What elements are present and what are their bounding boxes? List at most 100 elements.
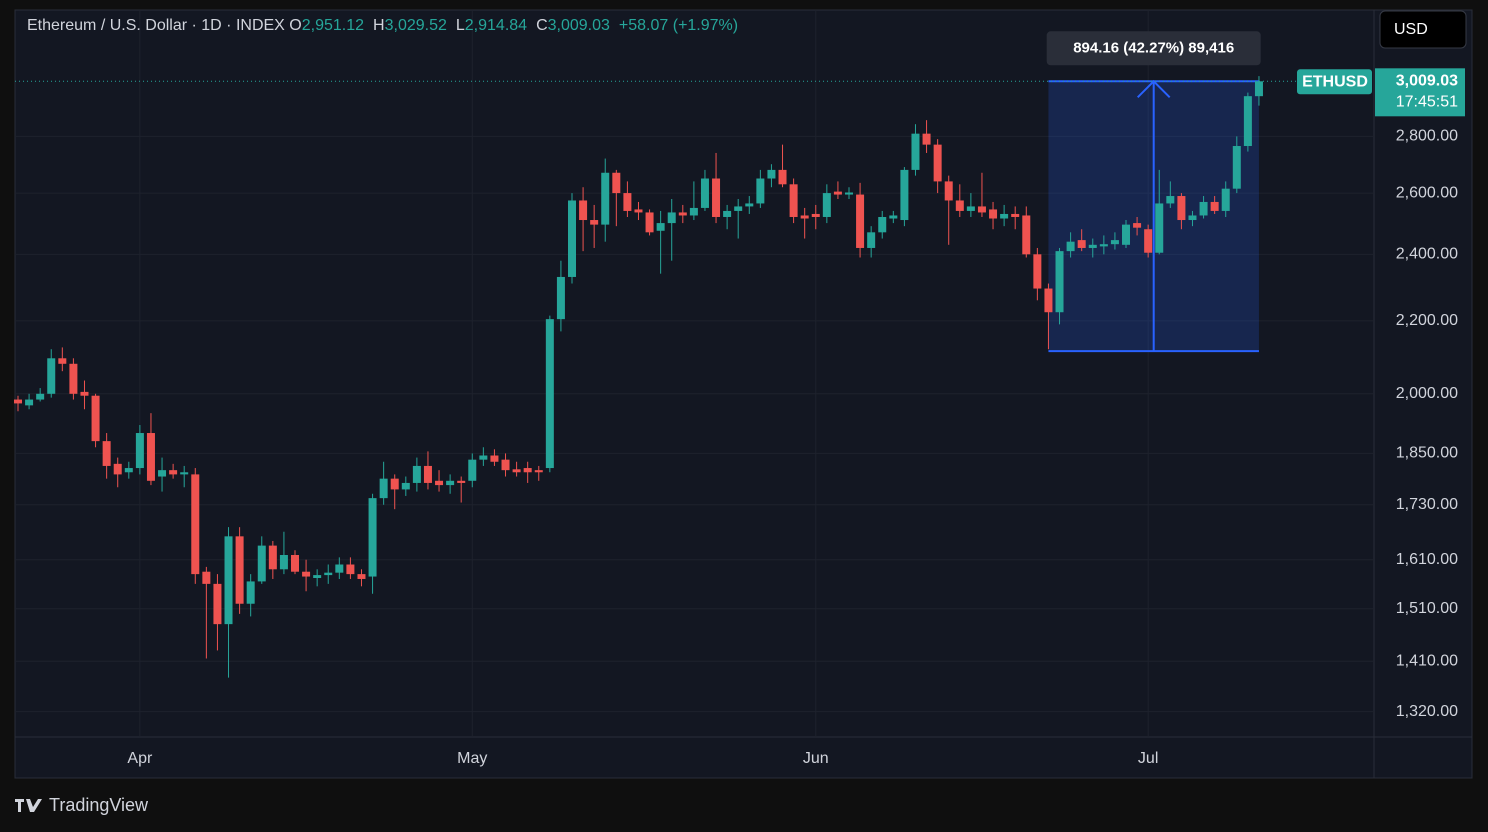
- y-tick-label: 2,200.00: [1396, 312, 1458, 329]
- candle-body: [612, 172, 621, 194]
- candle-body: [80, 391, 89, 396]
- ohlc-value: 3,009.03: [547, 17, 610, 34]
- candle-body: [845, 192, 853, 195]
- candle-body: [379, 478, 388, 499]
- candle-body: [346, 564, 355, 575]
- candle-body: [878, 216, 887, 233]
- candle-body: [180, 472, 189, 475]
- candle-body: [1011, 213, 1020, 217]
- candle-body: [1199, 201, 1208, 216]
- candle-body: [468, 459, 477, 481]
- symbol-label: ETHUSD: [1302, 74, 1368, 91]
- candle-body: [590, 220, 599, 225]
- y-tick-label: 2,600.00: [1396, 184, 1458, 201]
- candle-body: [1022, 215, 1031, 255]
- candle-body: [756, 178, 765, 204]
- candle-body: [357, 574, 366, 579]
- candle-body: [1155, 203, 1164, 253]
- candle-body: [889, 215, 898, 219]
- x-tick-label: Jun: [803, 750, 829, 767]
- plot: [14, 10, 1374, 737]
- candle-body: [479, 455, 488, 460]
- currency-button[interactable]: [1379, 10, 1467, 49]
- candle-body: [191, 474, 200, 575]
- candle-body: [25, 399, 34, 406]
- candle-body: [1110, 240, 1119, 245]
- candle-body: [512, 469, 521, 473]
- ohlc-key: L: [455, 17, 465, 34]
- candle-body: [1210, 201, 1219, 211]
- candle-body: [778, 169, 787, 185]
- candle-body: [745, 203, 754, 207]
- candle-body: [601, 172, 610, 225]
- candle-body: [556, 276, 565, 320]
- ohlc-value: 3,029.52: [384, 17, 447, 34]
- x-tick-label: Jul: [1138, 750, 1158, 767]
- candle-body: [579, 200, 588, 221]
- header: Ethereum / U.S. Dollar · 1D · INDEX O 2,9…: [27, 17, 747, 35]
- ohlc-key: H: [373, 17, 385, 34]
- x-tick-label: Apr: [127, 750, 153, 767]
- y-tick-label: 1,610.00: [1396, 551, 1458, 568]
- candle-body: [169, 470, 178, 475]
- candle-body: [102, 441, 111, 466]
- candle-body: [933, 144, 942, 182]
- candle-body: [645, 212, 654, 233]
- candle-body: [822, 193, 831, 217]
- candle-body: [1033, 254, 1042, 289]
- measure-label-box: [1046, 31, 1261, 66]
- change: +58.07 (+1.97%): [618, 17, 739, 34]
- currency: USD: [1394, 21, 1428, 38]
- y-tick-label: 1,510.00: [1396, 600, 1458, 617]
- candle-body: [501, 459, 510, 471]
- candle-body: [257, 545, 266, 582]
- candle-body: [1044, 288, 1053, 313]
- candle-body: [268, 545, 277, 570]
- price-tag-label: 3,009.03: [1396, 73, 1458, 90]
- candle-body: [335, 564, 344, 573]
- candle-body: [833, 191, 842, 195]
- candle-body: [135, 433, 144, 469]
- candle-body: [944, 181, 953, 201]
- candle-body: [291, 554, 299, 572]
- x-tick-label: May: [457, 750, 487, 767]
- candle-body: [1122, 224, 1130, 245]
- candle-body: [966, 206, 975, 211]
- candle-body: [158, 470, 167, 477]
- y-tick-label: 2,000.00: [1396, 385, 1458, 402]
- candle-body: [689, 207, 698, 216]
- candle-body: [1066, 241, 1075, 252]
- candle-body: [534, 470, 543, 473]
- candle-body: [69, 363, 78, 394]
- candle-body: [1188, 215, 1197, 221]
- candle-body: [678, 212, 687, 216]
- y-tick-label: 1,320.00: [1396, 703, 1458, 720]
- candle-body: [1243, 96, 1252, 147]
- candle-body: [14, 399, 22, 404]
- candle-body: [435, 480, 444, 486]
- candle-body: [213, 583, 222, 625]
- candle-body: [1133, 223, 1142, 228]
- candle-body: [1232, 146, 1241, 189]
- candle-body: [423, 465, 432, 483]
- candle-body: [368, 498, 377, 577]
- candle-body: [1099, 244, 1108, 247]
- candle-body: [47, 358, 56, 394]
- ohlc-key: O: [289, 17, 302, 34]
- symbol-title: Ethereum / U.S. Dollar · 1D · INDEX: [27, 17, 285, 34]
- candle-body: [36, 393, 45, 400]
- candle-body: [1166, 196, 1175, 204]
- candle-body: [1088, 244, 1097, 248]
- candle-body: [667, 212, 676, 224]
- candle-body: [457, 480, 466, 483]
- candle-body: [911, 133, 920, 170]
- candle-body: [811, 213, 820, 217]
- candle-body: [955, 200, 964, 211]
- candle-body: [113, 463, 122, 475]
- candle-body: [900, 169, 909, 221]
- candle-body: [977, 206, 986, 213]
- ohlc-value: 2,914.84: [464, 17, 528, 34]
- candle-body: [767, 169, 776, 179]
- brand: TradingView: [49, 795, 149, 815]
- logo: [15, 799, 42, 812]
